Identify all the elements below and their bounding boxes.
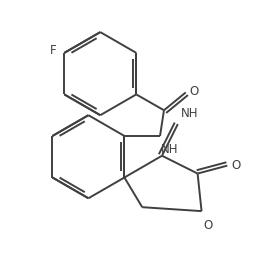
Text: NH: NH	[180, 107, 198, 120]
Text: F: F	[50, 45, 56, 58]
Text: O: O	[189, 85, 198, 98]
Text: O: O	[230, 159, 240, 172]
Text: O: O	[203, 219, 212, 232]
Text: NH: NH	[160, 143, 178, 156]
